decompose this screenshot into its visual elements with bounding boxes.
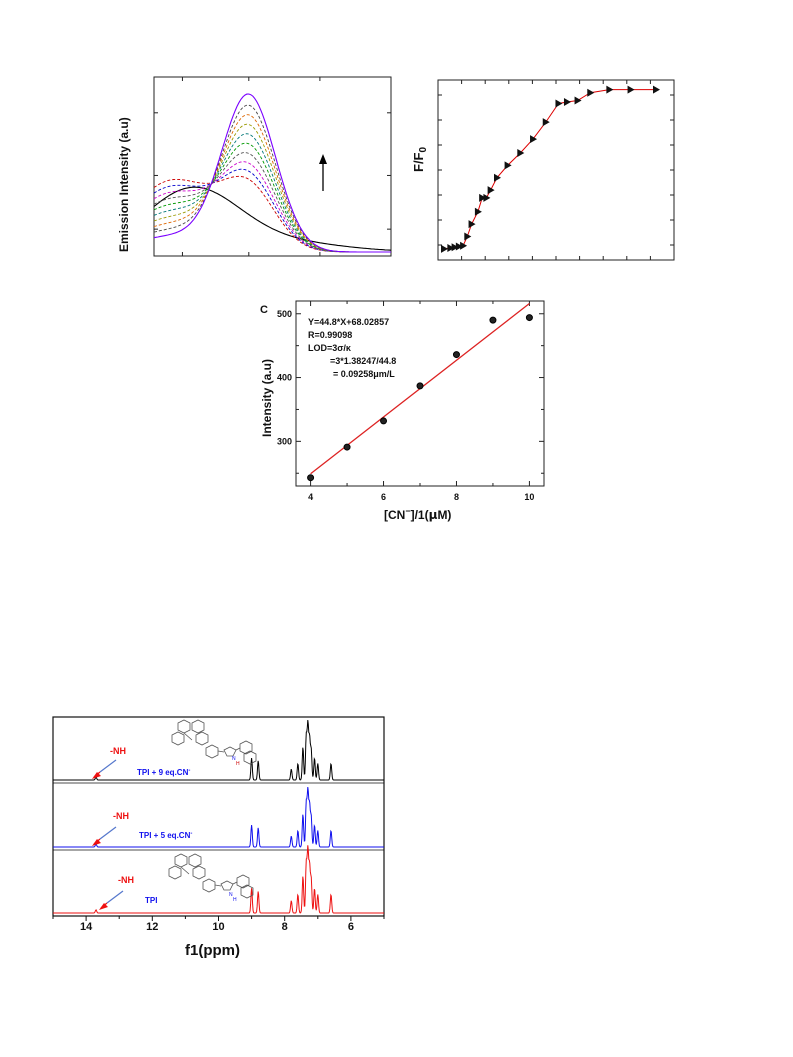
calibration-annotation: Y=44.8*X+68.02857 R=0.99098 LOD=3σ/κ =3*… <box>308 317 396 379</box>
emission-plot-frame <box>153 76 392 257</box>
nmr-spectra <box>53 719 384 914</box>
emission-curve-8 <box>153 114 391 253</box>
nmr-panel: 14 12 10 8 6 N H <box>52 716 385 959</box>
series-label-mid: TPI + 5 eq.CN- <box>139 831 192 840</box>
nmr-x-tick-label: 12 <box>146 921 158 933</box>
calibration-point-5 <box>489 316 497 324</box>
titration-ticks <box>437 80 675 260</box>
titration-marker-2 <box>451 243 459 252</box>
nh-arrow-mid-icon <box>92 826 117 846</box>
molecule-structure-top-icon <box>171 719 257 765</box>
nmr-x-tick-label: 8 <box>282 921 288 933</box>
titration-marker-7 <box>474 207 482 216</box>
calibration-point-0 <box>307 474 315 482</box>
calibration-ticks: 4 6 8 10 300 400 500 <box>277 301 544 502</box>
increase-arrow-icon <box>319 154 327 191</box>
titration-marker-17 <box>563 98 571 106</box>
calibration-point-6 <box>525 314 533 322</box>
titration-marker-15 <box>542 118 550 127</box>
calibration-x-tick-label: 10 <box>524 492 534 502</box>
nmr-spectrum-1 <box>53 786 384 848</box>
nh-label-bottom: -NH <box>118 875 134 885</box>
titration-y-axis-label: F/F0 <box>411 147 429 173</box>
titration-marker-9 <box>483 193 491 202</box>
titration-marker-6 <box>468 220 476 229</box>
calibration-y-axis-label: Intensity (a.u) <box>260 359 274 437</box>
lod-result: = 0.09258μm/L <box>333 369 395 379</box>
titration-marker-20 <box>606 85 614 94</box>
emission-curve-7 <box>153 123 391 253</box>
lod-calculation: =3*1.38247/44.8 <box>330 356 396 366</box>
titration-marker-0 <box>441 244 448 253</box>
inset-atom-h-bottom: H <box>233 897 237 903</box>
calibration-point-2 <box>380 417 388 425</box>
titration-panel: F/F0 <box>411 79 675 261</box>
inset-atom-h-top: H <box>236 761 240 767</box>
titration-marker-22 <box>653 85 660 94</box>
calibration-x-tick-label: 6 <box>381 492 386 502</box>
nmr-spectrum-2 <box>53 845 384 914</box>
titration-marker-12 <box>504 161 512 170</box>
calibration-x-axis-label: [CN−]/1(μM) <box>384 506 451 522</box>
titration-marker-13 <box>517 149 525 157</box>
nmr-x-tick-label: 10 <box>212 921 224 933</box>
calibration-x-tick-label: 8 <box>454 492 459 502</box>
titration-marker-18 <box>574 96 582 105</box>
titration-marker-5 <box>464 232 472 241</box>
titration-marker-14 <box>530 135 538 144</box>
titration-markers <box>441 85 660 253</box>
nh-label-mid: -NH <box>113 811 129 821</box>
nmr-plot-frame <box>52 716 385 917</box>
inset-atom-n-top: N <box>232 756 236 762</box>
titration-marker-10 <box>487 186 495 195</box>
emission-curve-10 <box>153 93 391 253</box>
emission-panel: Emission Intensity (a.u) <box>117 76 392 257</box>
calibration-point-1 <box>343 443 351 451</box>
nh-arrow-bottom-icon <box>99 890 124 910</box>
calibration-x-tick-label: 4 <box>308 492 313 502</box>
series-label-bottom: TPI <box>145 896 157 905</box>
titration-marker-8 <box>479 193 487 202</box>
calibration-points <box>307 314 533 482</box>
lod-formula: LOD=3σ/κ <box>308 343 352 353</box>
nmr-x-tick-label: 6 <box>348 921 354 933</box>
fit-r-value: R=0.99098 <box>308 330 352 340</box>
titration-marker-3 <box>455 242 463 251</box>
titration-marker-1 <box>447 244 455 253</box>
fit-equation: Y=44.8*X+68.02857 <box>308 317 389 327</box>
titration-marker-4 <box>460 241 468 250</box>
titration-marker-16 <box>555 99 563 108</box>
emission-curve-5 <box>153 142 391 253</box>
titration-marker-11 <box>494 173 501 182</box>
calibration-point-3 <box>416 382 424 390</box>
calibration-plot-frame <box>295 300 545 487</box>
titration-marker-19 <box>587 88 595 97</box>
panel-label-c: C <box>260 304 268 316</box>
inset-atom-n-bottom: N <box>229 892 233 898</box>
titration-marker-21 <box>627 85 635 94</box>
titration-line <box>443 89 656 250</box>
nh-arrow-top-icon <box>92 759 117 779</box>
series-label-top: TPI + 9 eq.CN- <box>137 768 190 777</box>
nmr-spectrum-0 <box>53 719 384 781</box>
emission-curves <box>153 93 392 253</box>
emission-ticks <box>154 77 391 256</box>
calibration-y-tick-label: 400 <box>277 373 292 383</box>
calibration-point-4 <box>452 351 460 359</box>
emission-y-axis-label: Emission Intensity (a.u) <box>117 117 131 252</box>
emission-curve-9 <box>153 104 391 253</box>
calibration-panel: C 4 6 8 10 300 400 500 Y=44.8*X+68.02857 R=0.9… <box>260 300 545 522</box>
emission-curve-6 <box>153 133 391 253</box>
calibration-y-tick-label: 300 <box>277 436 292 446</box>
calibration-y-tick-label: 500 <box>277 309 292 319</box>
emission-curve-0 <box>153 186 392 251</box>
nmr-ticks: 14 12 10 8 6 <box>52 916 385 933</box>
nh-label-top: -NH <box>110 746 126 756</box>
emission-curve-1 <box>153 175 391 253</box>
nmr-x-axis-label: f1(ppm) <box>185 942 240 959</box>
molecule-structure-bottom-icon <box>168 853 254 899</box>
nmr-x-tick-label: 14 <box>80 921 93 933</box>
